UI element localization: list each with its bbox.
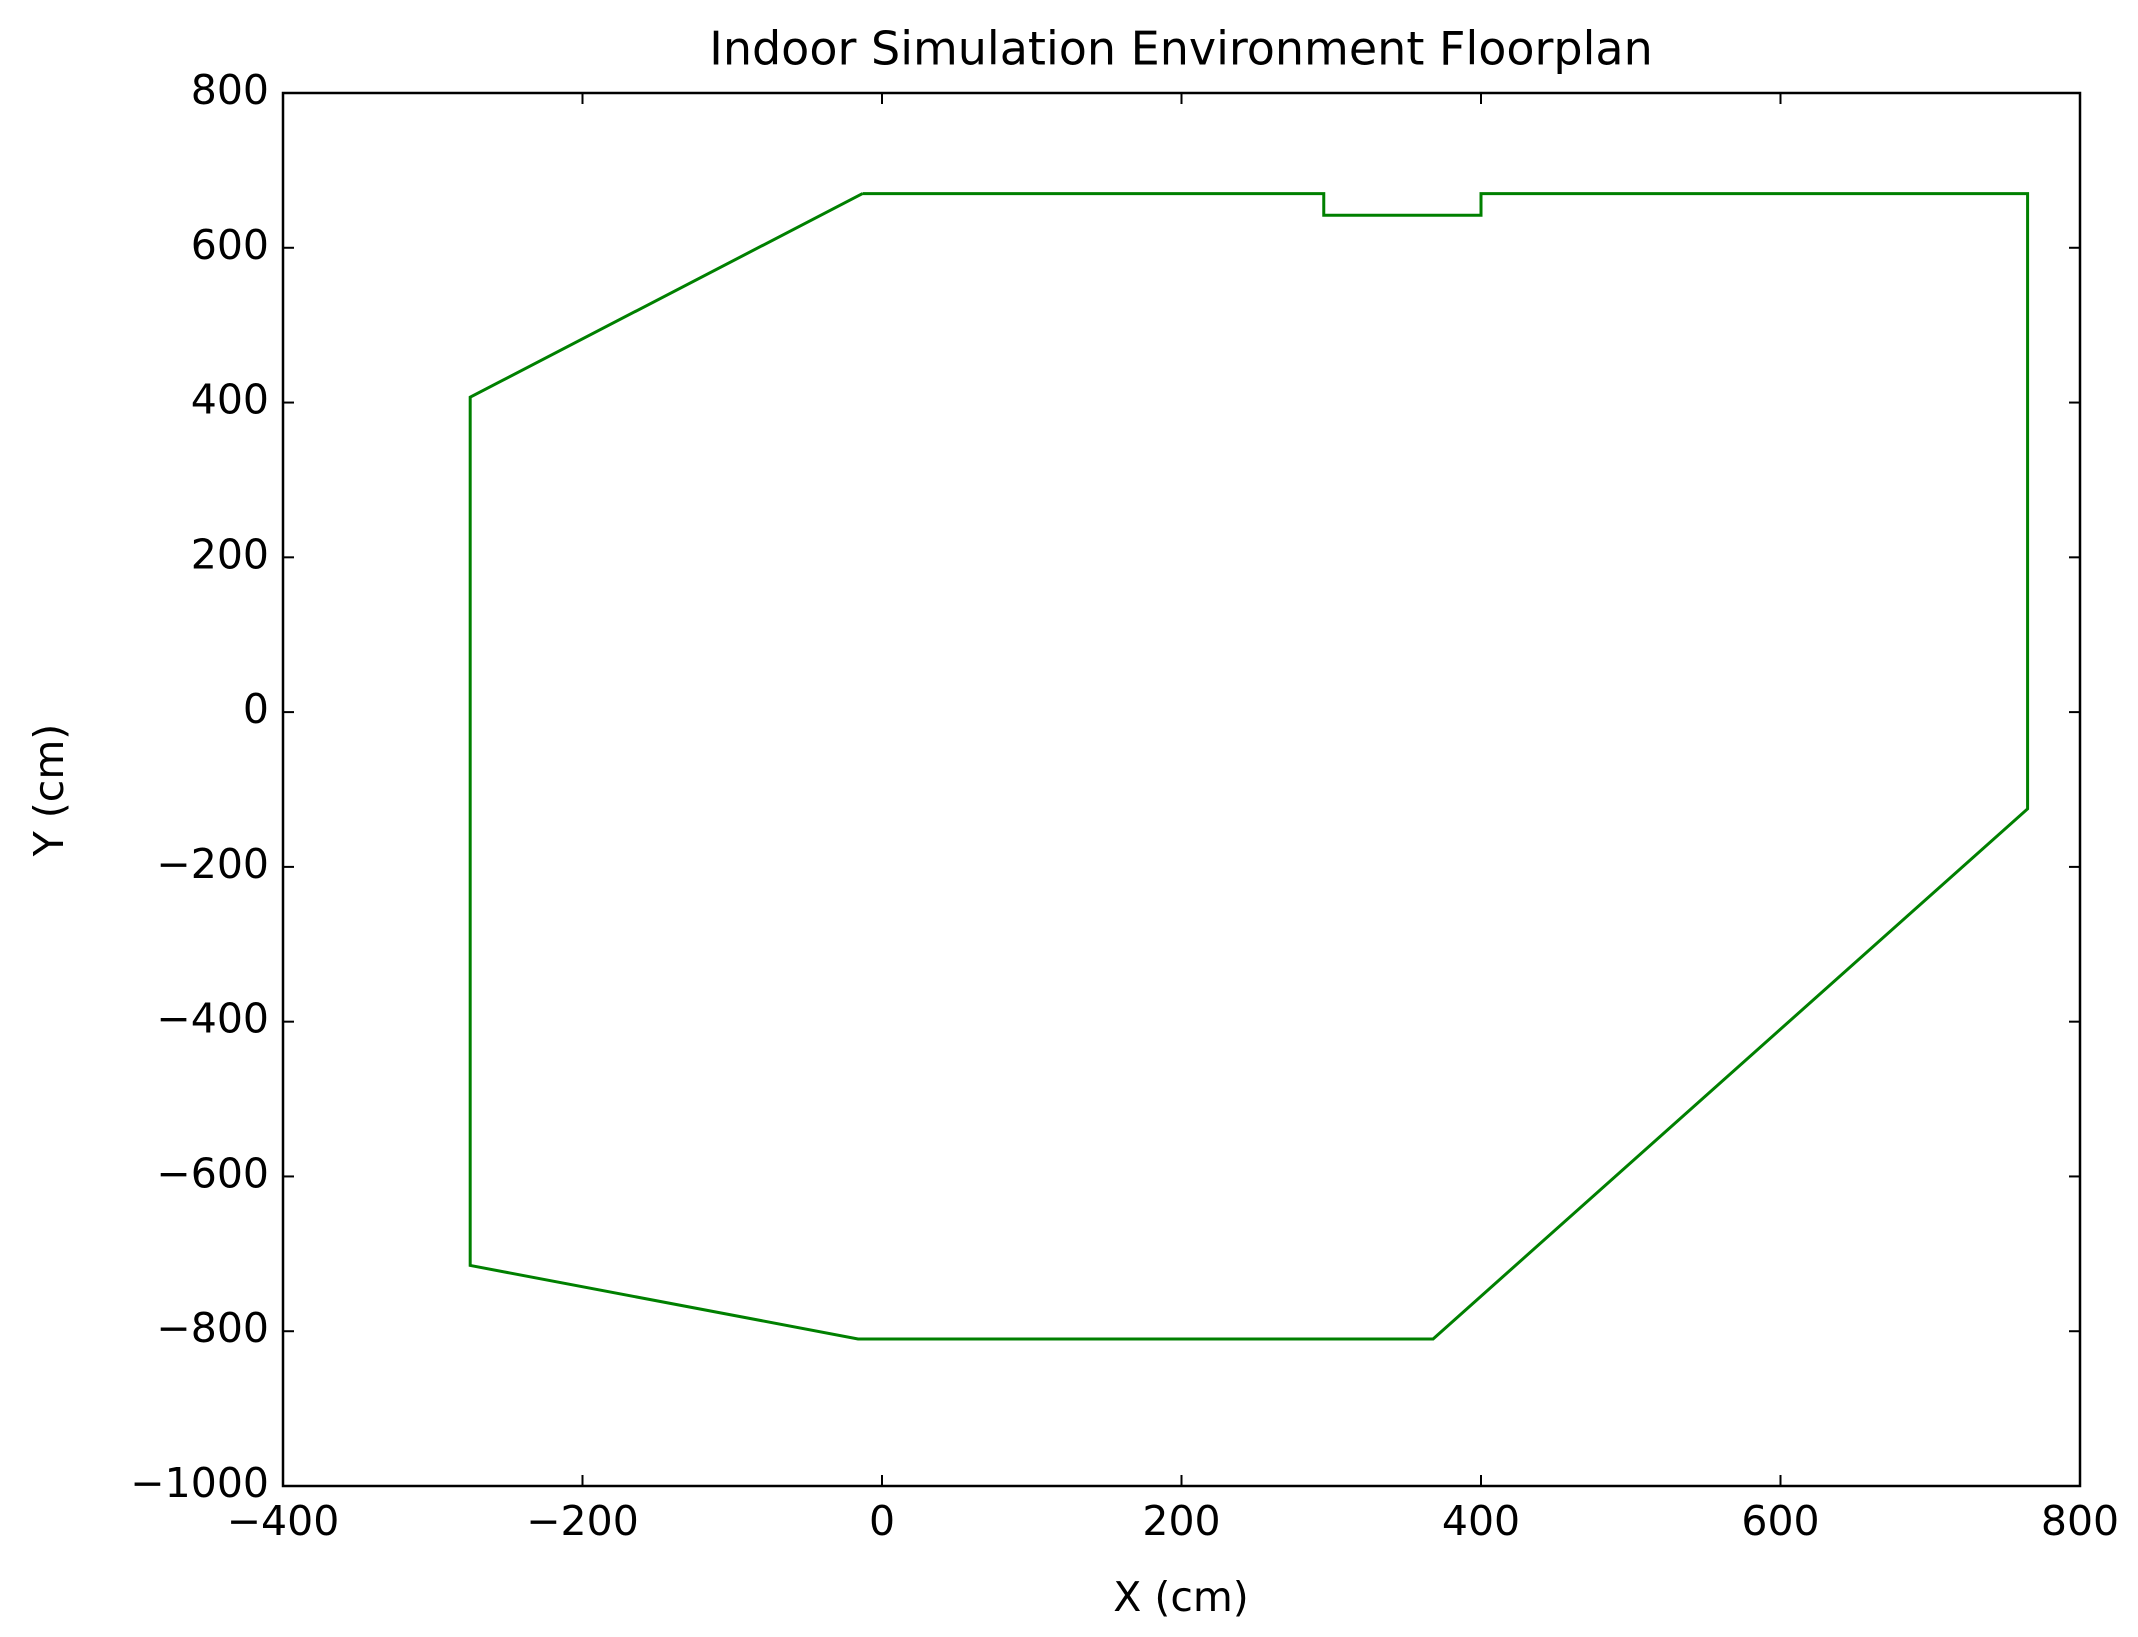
floorplan-line — [468, 192, 2030, 1341]
x-tick-label: 600 — [1741, 1497, 1819, 1545]
y-tick-label: −200 — [156, 840, 269, 888]
x-tick-label: 800 — [2041, 1497, 2119, 1545]
y-tick-label: 600 — [191, 221, 269, 269]
x-axis-label: X (cm) — [1113, 1573, 1249, 1621]
x-tick-label: −200 — [526, 1497, 639, 1545]
x-tick-label: 400 — [1442, 1497, 1520, 1545]
y-tick-label: 200 — [191, 530, 269, 578]
y-tick-label: 0 — [243, 685, 269, 733]
x-tick-label: −400 — [227, 1497, 340, 1545]
y-tick-label: −400 — [156, 995, 269, 1043]
plot-frame — [281, 91, 2082, 1488]
y-tick-label: −800 — [156, 1304, 269, 1352]
x-tick-label: 0 — [869, 1497, 895, 1545]
y-axis-label: Y (cm) — [25, 724, 73, 858]
y-tick-label: 800 — [191, 66, 269, 114]
y-tick-label: 400 — [191, 376, 269, 424]
y-tick-label: −1000 — [130, 1459, 269, 1507]
x-tick-label: 200 — [1142, 1497, 1220, 1545]
chart-title: Indoor Simulation Environment Floorplan — [709, 22, 1653, 76]
y-tick-label: −600 — [156, 1149, 269, 1197]
